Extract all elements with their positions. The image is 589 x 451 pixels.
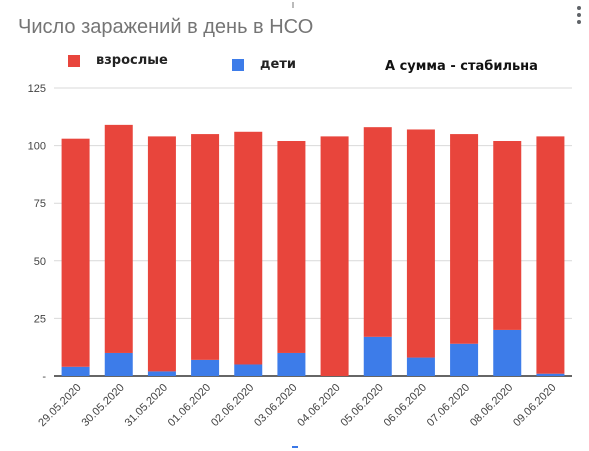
legend-swatch-children — [232, 58, 244, 71]
bar-children — [536, 373, 565, 376]
bar-adults — [363, 127, 392, 337]
x-tick-label: 05.06.2020 — [338, 382, 385, 429]
bar-adults — [104, 124, 133, 353]
legend-label-adults: взрослые — [96, 53, 168, 68]
bar-adults — [320, 136, 349, 376]
bar-adults — [147, 136, 176, 372]
chart-title: Число заражений в день в НСО — [18, 16, 314, 38]
bar-children — [493, 329, 522, 376]
bar-children — [234, 364, 263, 376]
bar-adults — [493, 140, 522, 330]
bar-children — [61, 366, 90, 376]
bar-adults — [191, 134, 220, 360]
chart-annotation: А сумма - стабильна — [385, 59, 538, 74]
bar-children — [104, 352, 133, 376]
bottom-handle-icon — [292, 446, 298, 448]
y-tick-label: - — [42, 371, 46, 383]
x-tick-label: 07.06.2020 — [425, 382, 472, 429]
x-tick-label: 09.06.2020 — [511, 382, 558, 429]
bar-children — [191, 359, 220, 376]
bar-adults — [450, 134, 479, 344]
bar-children — [147, 371, 176, 376]
bar-adults — [277, 140, 306, 353]
bar-adults — [234, 131, 263, 365]
y-tick-label: 100 — [28, 141, 46, 153]
legend-label-children: дети — [260, 57, 296, 72]
top-handle-icon — [292, 2, 294, 8]
x-tick-label: 03.06.2020 — [252, 382, 299, 429]
legend-item-adults: взрослые — [68, 53, 168, 68]
legend-item-children: дети — [232, 57, 296, 72]
y-tick-label: 25 — [34, 313, 46, 325]
y-tick-label: 50 — [34, 256, 46, 268]
legend-swatch-adults — [68, 54, 80, 67]
x-tick-label: 01.06.2020 — [166, 382, 213, 429]
bar-adults — [406, 129, 435, 358]
x-tick-label: 29.05.2020 — [36, 382, 83, 429]
bar-children — [450, 343, 479, 376]
bar-children — [363, 336, 392, 376]
bar-adults — [61, 138, 90, 367]
bar-children — [277, 352, 306, 376]
x-tick-label: 30.05.2020 — [79, 382, 126, 429]
x-tick-label: 04.06.2020 — [295, 382, 342, 429]
x-tick-label: 08.06.2020 — [468, 382, 515, 429]
y-tick-label: 125 — [28, 83, 46, 95]
more-options-icon[interactable] — [577, 6, 581, 24]
bar-adults — [536, 136, 565, 374]
x-tick-label: 31.05.2020 — [123, 382, 170, 429]
x-tick-label: 02.06.2020 — [209, 382, 256, 429]
y-tick-label: 75 — [34, 198, 46, 210]
bar-children — [406, 357, 435, 376]
x-tick-label: 06.06.2020 — [382, 382, 429, 429]
